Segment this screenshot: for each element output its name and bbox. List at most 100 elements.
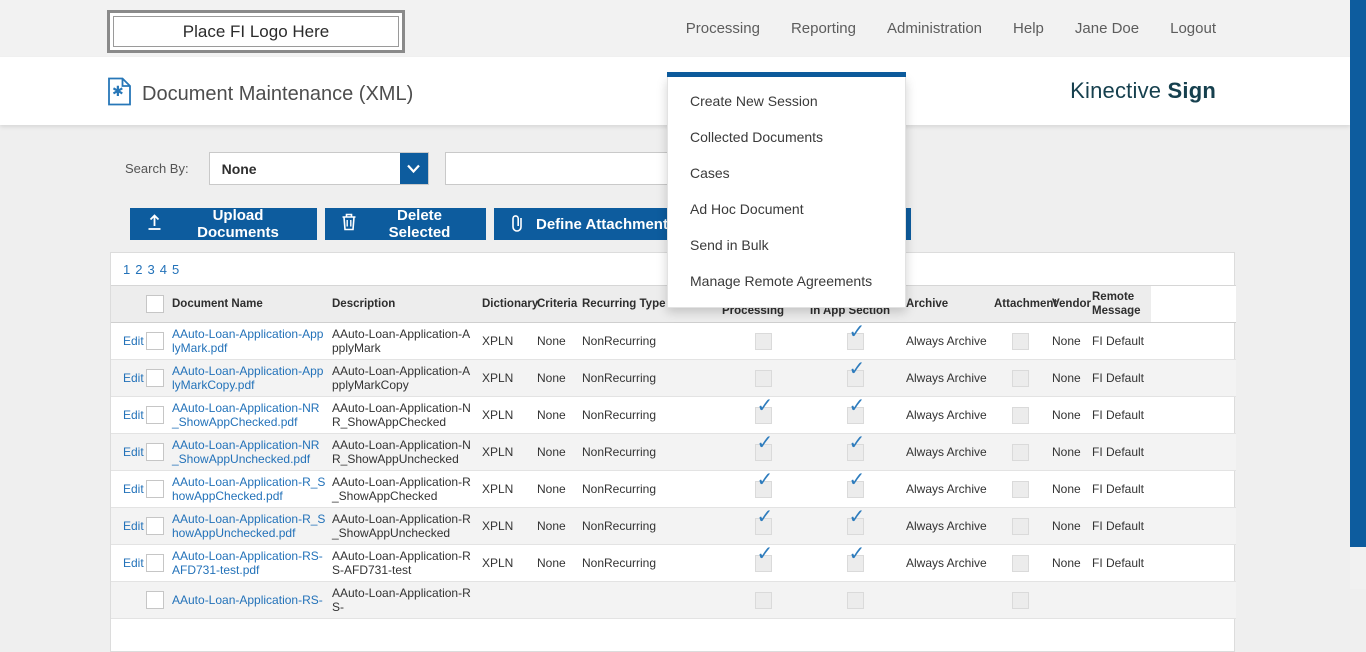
document-name-link[interactable]: AAuto-Loan-Application-R_ShowAppUnchecke…: [172, 512, 326, 540]
nav-item-reporting[interactable]: Reporting: [790, 20, 856, 37]
search-input[interactable]: [444, 152, 672, 185]
display-while-processing-checkbox[interactable]: ✓: [754, 591, 772, 609]
page-link-4[interactable]: 4: [159, 262, 167, 277]
nav-item-processing[interactable]: Processing: [685, 20, 760, 37]
check-icon: ✓: [848, 431, 866, 454]
show-other-app-checkbox[interactable]: ✓: [846, 544, 865, 572]
edit-link[interactable]: Edit: [123, 519, 144, 533]
display-while-processing-checkbox[interactable]: ✓: [754, 433, 773, 461]
vertical-scrollbar-track[interactable]: [1350, 0, 1366, 589]
row-select-checkbox[interactable]: [146, 480, 164, 498]
vendor-cell: None: [1052, 482, 1081, 496]
dictionary-cell: XPLN: [482, 482, 514, 496]
attachment-checkbox[interactable]: ✓: [1011, 591, 1029, 609]
attachment-checkbox[interactable]: ✓: [1011, 369, 1029, 387]
vertical-scrollbar-thumb[interactable]: [1350, 0, 1366, 547]
row-select-checkbox[interactable]: [146, 369, 164, 387]
menu-item-ad-hoc-document[interactable]: Ad Hoc Document: [690, 201, 804, 217]
search-by-label: Search By:: [125, 161, 189, 176]
attachment-checkbox[interactable]: ✓: [1011, 554, 1029, 572]
menu-item-cases[interactable]: Cases: [690, 165, 730, 181]
document-name-link[interactable]: AAuto-Loan-Application-RS-AFD731-test.pd…: [172, 549, 323, 577]
page-link-3[interactable]: 3: [147, 262, 155, 277]
document-name-link[interactable]: AAuto-Loan-Application-RS-: [172, 593, 323, 607]
show-other-app-checkbox[interactable]: ✓: [846, 433, 865, 461]
edit-link[interactable]: Edit: [123, 556, 144, 570]
nav-item-user[interactable]: Jane Doe: [1074, 20, 1140, 37]
description-cell: AAuto-Loan-Application-R_ShowAppUnchecke…: [332, 512, 471, 540]
table-row: AAuto-Loan-Application-RS- AAuto-Loan-App…: [111, 581, 1236, 619]
remote-message-cell: FI Default: [1092, 519, 1145, 533]
svg-text:✱: ✱: [112, 83, 124, 99]
page-link-2[interactable]: 2: [135, 262, 143, 277]
row-select-checkbox[interactable]: [146, 332, 164, 350]
menu-item-create-new-session[interactable]: Create New Session: [690, 93, 818, 109]
check-icon: ✓: [848, 468, 866, 491]
show-other-app-checkbox[interactable]: ✓: [846, 507, 865, 535]
row-select-checkbox[interactable]: [146, 591, 164, 609]
criteria-cell: None: [537, 371, 566, 385]
show-other-app-checkbox[interactable]: ✓: [846, 359, 865, 387]
archive-cell: Always Archive: [906, 445, 987, 459]
display-while-processing-checkbox[interactable]: ✓: [754, 332, 772, 350]
row-select-checkbox[interactable]: [146, 517, 164, 535]
display-while-processing-checkbox[interactable]: ✓: [754, 544, 773, 572]
recurring-type-cell: [579, 582, 719, 619]
attachment-checkbox[interactable]: ✓: [1011, 480, 1029, 498]
attachment-checkbox[interactable]: ✓: [1011, 406, 1029, 424]
xml-document-icon: ✱: [107, 77, 132, 111]
display-while-processing-checkbox[interactable]: ✓: [754, 470, 773, 498]
document-name-link[interactable]: AAuto-Loan-Application-NR_ShowAppUncheck…: [172, 438, 320, 466]
table-row: Edit AAuto-Loan-Application-RS-AFD731-tes…: [111, 544, 1236, 582]
edit-link[interactable]: Edit: [123, 408, 144, 422]
dictionary-cell: XPLN: [482, 408, 514, 422]
show-other-app-checkbox[interactable]: ✓: [846, 591, 864, 609]
show-other-app-checkbox[interactable]: ✓: [846, 396, 865, 424]
row-select-checkbox[interactable]: [146, 406, 164, 424]
menu-item-manage-remote-agreements[interactable]: Manage Remote Agreements: [690, 273, 873, 289]
delete-selected-button[interactable]: Delete Selected: [325, 207, 486, 241]
row-select-checkbox[interactable]: [146, 554, 164, 572]
recurring-type-cell: NonRecurring: [582, 445, 657, 459]
archive-cell: Always Archive: [906, 334, 987, 348]
table-row: Edit AAuto-Loan-Application-NR_ShowAppChe…: [111, 396, 1236, 434]
edit-link[interactable]: Edit: [123, 482, 144, 496]
description-cell: AAuto-Loan-Application-R_ShowAppChecked: [332, 475, 471, 503]
description-cell: AAuto-Loan-Application-RS-: [332, 586, 471, 614]
select-all-checkbox[interactable]: [146, 295, 164, 313]
display-while-processing-checkbox[interactable]: ✓: [754, 507, 773, 535]
page-link-5[interactable]: 5: [171, 262, 180, 277]
menu-item-send-in-bulk[interactable]: Send in Bulk: [690, 237, 769, 253]
edit-link[interactable]: Edit: [123, 371, 144, 385]
menu-item-collected-documents[interactable]: Collected Documents: [690, 129, 824, 145]
row-select-checkbox[interactable]: [146, 443, 164, 461]
description-cell: AAuto-Loan-Application-RS-AFD731-test: [332, 549, 471, 577]
show-other-app-checkbox[interactable]: ✓: [846, 322, 865, 350]
chevron-down-icon[interactable]: [399, 153, 428, 184]
document-name-link[interactable]: AAuto-Loan-Application-NR_ShowAppChecked…: [172, 401, 320, 429]
nav-item-logout[interactable]: Logout: [1170, 20, 1216, 37]
documents-table: Document Name Description Dictionary Cri…: [111, 285, 1236, 619]
col-description: Description: [329, 285, 479, 323]
criteria-cell: None: [537, 445, 566, 459]
edit-link[interactable]: Edit: [123, 334, 144, 348]
col-criteria: Criteria: [534, 285, 579, 323]
display-while-processing-checkbox[interactable]: ✓: [754, 369, 772, 387]
display-while-processing-checkbox[interactable]: ✓: [754, 396, 773, 424]
page-link-1[interactable]: 1: [123, 262, 131, 277]
attachment-checkbox[interactable]: ✓: [1011, 517, 1029, 535]
col-vendor: Vendor: [1049, 285, 1091, 323]
attachment-checkbox[interactable]: ✓: [1011, 443, 1029, 461]
show-other-app-checkbox[interactable]: ✓: [846, 470, 865, 498]
document-name-link[interactable]: AAuto-Loan-Application-R_ShowAppChecked.…: [172, 475, 326, 503]
nav-item-administration[interactable]: Administration: [886, 20, 983, 37]
attachment-checkbox[interactable]: ✓: [1011, 332, 1029, 350]
recurring-type-cell: NonRecurring: [582, 334, 657, 348]
upload-documents-button[interactable]: Upload Documents: [130, 207, 317, 241]
document-name-link[interactable]: AAuto-Loan-Application-ApplyMarkCopy.pdf: [172, 364, 324, 392]
edit-link[interactable]: Edit: [123, 445, 144, 459]
document-name-link[interactable]: AAuto-Loan-Application-ApplyMark.pdf: [172, 327, 324, 355]
search-by-select[interactable]: None: [208, 152, 429, 185]
criteria-cell: None: [537, 408, 566, 422]
nav-item-help[interactable]: Help: [1013, 20, 1044, 37]
